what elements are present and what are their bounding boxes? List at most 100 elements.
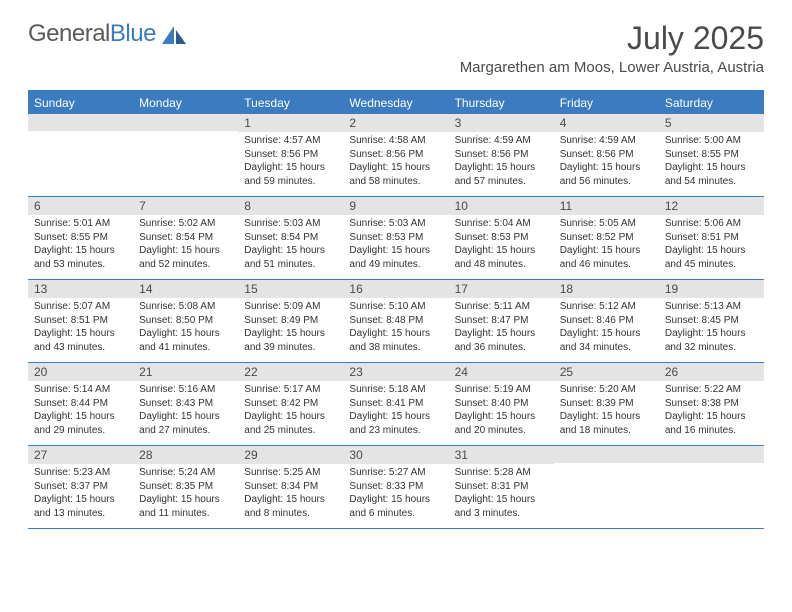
- calendar-day: 1Sunrise: 4:57 AMSunset: 8:56 PMDaylight…: [238, 114, 343, 196]
- weekday-label: Friday: [554, 92, 659, 114]
- day-number: 4: [554, 114, 659, 132]
- sunrise-text: Sunrise: 5:03 AM: [349, 217, 442, 231]
- day-info: Sunrise: 5:18 AMSunset: 8:41 PMDaylight:…: [343, 381, 448, 441]
- day-info: Sunrise: 5:08 AMSunset: 8:50 PMDaylight:…: [133, 298, 238, 358]
- calendar-day: 24Sunrise: 5:19 AMSunset: 8:40 PMDayligh…: [449, 363, 554, 445]
- daylight-text: Daylight: 15 hours and 27 minutes.: [139, 410, 232, 437]
- daylight-text: Daylight: 15 hours and 13 minutes.: [34, 493, 127, 520]
- daylight-text: Daylight: 15 hours and 51 minutes.: [244, 244, 337, 271]
- daylight-text: Daylight: 15 hours and 23 minutes.: [349, 410, 442, 437]
- sunset-text: Sunset: 8:53 PM: [349, 231, 442, 245]
- daylight-text: Daylight: 15 hours and 57 minutes.: [455, 161, 548, 188]
- day-number: 3: [449, 114, 554, 132]
- daylight-text: Daylight: 15 hours and 53 minutes.: [34, 244, 127, 271]
- header: GeneralBlue July 2025 Margarethen am Moo…: [0, 0, 792, 82]
- calendar-day-empty: [554, 446, 659, 528]
- daylight-text: Daylight: 15 hours and 29 minutes.: [34, 410, 127, 437]
- day-info: Sunrise: 5:27 AMSunset: 8:33 PMDaylight:…: [343, 464, 448, 524]
- sunrise-text: Sunrise: 5:16 AM: [139, 383, 232, 397]
- day-number: 6: [28, 197, 133, 215]
- day-number: [659, 446, 764, 463]
- logo-part1: General: [28, 20, 110, 47]
- calendar-day: 30Sunrise: 5:27 AMSunset: 8:33 PMDayligh…: [343, 446, 448, 528]
- sunset-text: Sunset: 8:44 PM: [34, 397, 127, 411]
- sunrise-text: Sunrise: 5:23 AM: [34, 466, 127, 480]
- sunset-text: Sunset: 8:43 PM: [139, 397, 232, 411]
- calendar-day: 5Sunrise: 5:00 AMSunset: 8:55 PMDaylight…: [659, 114, 764, 196]
- daylight-text: Daylight: 15 hours and 43 minutes.: [34, 327, 127, 354]
- sunrise-text: Sunrise: 5:09 AM: [244, 300, 337, 314]
- sunrise-text: Sunrise: 4:58 AM: [349, 134, 442, 148]
- daylight-text: Daylight: 15 hours and 16 minutes.: [665, 410, 758, 437]
- day-number: [554, 446, 659, 463]
- calendar-day: 23Sunrise: 5:18 AMSunset: 8:41 PMDayligh…: [343, 363, 448, 445]
- daylight-text: Daylight: 15 hours and 52 minutes.: [139, 244, 232, 271]
- daylight-text: Daylight: 15 hours and 11 minutes.: [139, 493, 232, 520]
- daylight-text: Daylight: 15 hours and 54 minutes.: [665, 161, 758, 188]
- weekday-label: Monday: [133, 92, 238, 114]
- daylight-text: Daylight: 15 hours and 8 minutes.: [244, 493, 337, 520]
- day-info: Sunrise: 5:24 AMSunset: 8:35 PMDaylight:…: [133, 464, 238, 524]
- logo-text: GeneralBlue: [28, 20, 156, 48]
- sunset-text: Sunset: 8:42 PM: [244, 397, 337, 411]
- calendar-day: 11Sunrise: 5:05 AMSunset: 8:52 PMDayligh…: [554, 197, 659, 279]
- calendar-week: 6Sunrise: 5:01 AMSunset: 8:55 PMDaylight…: [28, 197, 764, 280]
- calendar-day: 28Sunrise: 5:24 AMSunset: 8:35 PMDayligh…: [133, 446, 238, 528]
- calendar-day: 12Sunrise: 5:06 AMSunset: 8:51 PMDayligh…: [659, 197, 764, 279]
- daylight-text: Daylight: 15 hours and 18 minutes.: [560, 410, 653, 437]
- day-info: Sunrise: 5:06 AMSunset: 8:51 PMDaylight:…: [659, 215, 764, 275]
- sunset-text: Sunset: 8:56 PM: [349, 148, 442, 162]
- day-number: 7: [133, 197, 238, 215]
- sunrise-text: Sunrise: 5:17 AM: [244, 383, 337, 397]
- weekday-label: Saturday: [659, 92, 764, 114]
- calendar-day: 29Sunrise: 5:25 AMSunset: 8:34 PMDayligh…: [238, 446, 343, 528]
- sunset-text: Sunset: 8:55 PM: [665, 148, 758, 162]
- calendar-day: 21Sunrise: 5:16 AMSunset: 8:43 PMDayligh…: [133, 363, 238, 445]
- sunrise-text: Sunrise: 5:12 AM: [560, 300, 653, 314]
- sunrise-text: Sunrise: 5:02 AM: [139, 217, 232, 231]
- sunset-text: Sunset: 8:37 PM: [34, 480, 127, 494]
- sunset-text: Sunset: 8:33 PM: [349, 480, 442, 494]
- day-number: 22: [238, 363, 343, 381]
- day-info: Sunrise: 5:17 AMSunset: 8:42 PMDaylight:…: [238, 381, 343, 441]
- day-info: Sunrise: 5:03 AMSunset: 8:54 PMDaylight:…: [238, 215, 343, 275]
- day-info: Sunrise: 5:23 AMSunset: 8:37 PMDaylight:…: [28, 464, 133, 524]
- day-info: Sunrise: 5:05 AMSunset: 8:52 PMDaylight:…: [554, 215, 659, 275]
- daylight-text: Daylight: 15 hours and 34 minutes.: [560, 327, 653, 354]
- sunrise-text: Sunrise: 4:57 AM: [244, 134, 337, 148]
- sunrise-text: Sunrise: 4:59 AM: [455, 134, 548, 148]
- calendar-day: 6Sunrise: 5:01 AMSunset: 8:55 PMDaylight…: [28, 197, 133, 279]
- sunrise-text: Sunrise: 5:28 AM: [455, 466, 548, 480]
- day-number: 19: [659, 280, 764, 298]
- calendar-day: 7 Sunrise: 5:02 AMSunset: 8:54 PMDaylight…: [133, 197, 238, 279]
- calendar-day: 18Sunrise: 5:12 AMSunset: 8:46 PMDayligh…: [554, 280, 659, 362]
- day-info: Sunrise: 5:19 AMSunset: 8:40 PMDaylight:…: [449, 381, 554, 441]
- sunrise-text: Sunrise: 5:10 AM: [349, 300, 442, 314]
- sunset-text: Sunset: 8:49 PM: [244, 314, 337, 328]
- day-info: Sunrise: 4:58 AMSunset: 8:56 PMDaylight:…: [343, 132, 448, 192]
- calendar-day-empty: [133, 114, 238, 196]
- title-block: July 2025 Margarethen am Moos, Lower Aus…: [460, 20, 764, 76]
- calendar-day: 9Sunrise: 5:03 AMSunset: 8:53 PMDaylight…: [343, 197, 448, 279]
- day-number: 17: [449, 280, 554, 298]
- sunset-text: Sunset: 8:52 PM: [560, 231, 653, 245]
- day-number: [133, 114, 238, 131]
- calendar-week: 13Sunrise: 5:07 AMSunset: 8:51 PMDayligh…: [28, 280, 764, 363]
- daylight-text: Daylight: 15 hours and 32 minutes.: [665, 327, 758, 354]
- day-info: Sunrise: 5:20 AMSunset: 8:39 PMDaylight:…: [554, 381, 659, 441]
- day-number: 25: [554, 363, 659, 381]
- sail-icon: [160, 24, 188, 46]
- sunset-text: Sunset: 8:56 PM: [244, 148, 337, 162]
- sunrise-text: Sunrise: 5:01 AM: [34, 217, 127, 231]
- sunset-text: Sunset: 8:39 PM: [560, 397, 653, 411]
- sunset-text: Sunset: 8:48 PM: [349, 314, 442, 328]
- day-info: Sunrise: 5:14 AMSunset: 8:44 PMDaylight:…: [28, 381, 133, 441]
- sunrise-text: Sunrise: 5:20 AM: [560, 383, 653, 397]
- sunset-text: Sunset: 8:54 PM: [139, 231, 232, 245]
- logo: GeneralBlue: [28, 20, 188, 48]
- sunrise-text: Sunrise: 5:27 AM: [349, 466, 442, 480]
- calendar-day: 3Sunrise: 4:59 AMSunset: 8:56 PMDaylight…: [449, 114, 554, 196]
- daylight-text: Daylight: 15 hours and 45 minutes.: [665, 244, 758, 271]
- sunrise-text: Sunrise: 5:03 AM: [244, 217, 337, 231]
- weekday-header: SundayMondayTuesdayWednesdayThursdayFrid…: [28, 92, 764, 114]
